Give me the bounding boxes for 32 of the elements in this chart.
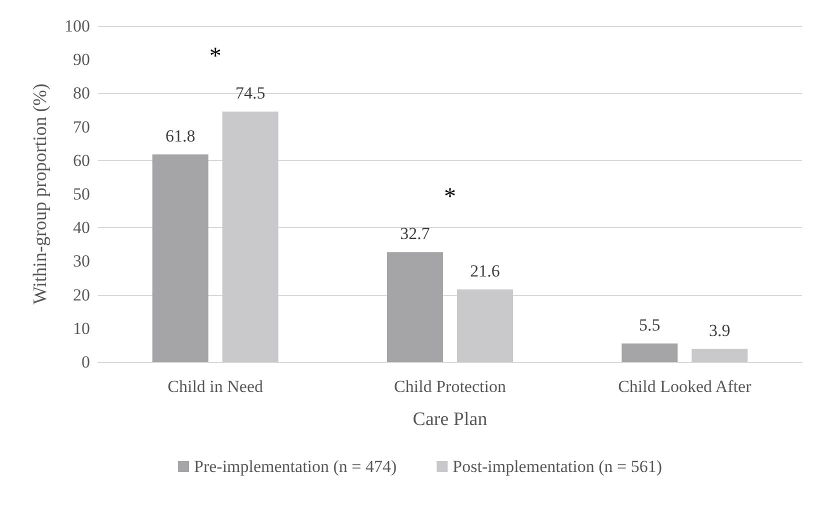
data-label: 74.5 [235,84,266,103]
data-label: 5.5 [639,316,660,335]
legend-label: Pre-implementation (n = 474) [194,457,397,476]
data-label: 3.9 [709,320,730,340]
bar [152,154,208,362]
x-axis-title: Care Plan [412,409,488,430]
data-label: 32.7 [400,224,430,244]
y-tick-label: 90 [73,50,90,70]
x-tick-label: Child in Need [168,377,264,396]
y-tick-label: 0 [82,352,90,372]
bar [222,112,278,362]
annotation: * [209,44,222,70]
x-tick-label: Child Protection [394,377,506,396]
data-label: 61.8 [165,126,196,146]
bar [387,252,443,362]
y-tick-label: 20 [73,285,90,304]
annotation: * [444,184,456,210]
y-tick-label: 70 [73,117,90,136]
y-tick-label: 50 [73,184,90,204]
data-label: 21.6 [470,261,500,280]
bar [457,289,513,362]
y-tick-label: 60 [73,150,90,170]
y-tick-label: 100 [64,16,90,36]
bar [622,344,678,362]
y-axis-title: Within-group proportion (%) [30,84,51,304]
y-tick-label: 30 [73,252,90,271]
y-tick-label: 10 [73,318,90,338]
legend-label: Post-implementation (n = 561) [452,457,662,476]
x-tick-label: Child Looked After [618,377,752,396]
bar [692,348,748,362]
y-tick-label: 40 [73,218,90,238]
y-tick-label: 80 [73,84,90,103]
